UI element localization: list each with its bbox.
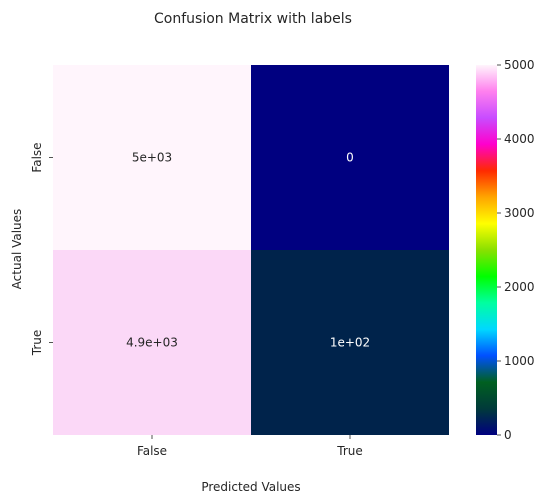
- colorbar-tick-label: 4000: [504, 132, 535, 146]
- x-axis-ticks: False True: [137, 435, 363, 458]
- heatmap-cell: [53, 250, 251, 435]
- y-tick-label: True: [30, 330, 44, 357]
- heatmap-cells: 5e+03 0 4.9e+03 1e+02: [53, 65, 449, 435]
- colorbar-tick-label: 5000: [504, 58, 535, 72]
- cell-annotation: 1e+02: [330, 336, 370, 350]
- x-axis-label: Predicted Values: [201, 480, 300, 494]
- cell-annotation: 5e+03: [132, 151, 172, 165]
- cell-annotation: 0: [346, 151, 354, 165]
- y-axis-ticks: False True: [30, 142, 53, 356]
- heatmap-cell: [53, 65, 251, 250]
- colorbar-tick-label: 3000: [504, 206, 535, 220]
- y-axis-label: Actual Values: [10, 209, 24, 290]
- y-tick-label: False: [30, 142, 44, 172]
- colorbar-tick-label: 1000: [504, 354, 535, 368]
- colorbar: [476, 65, 497, 435]
- x-tick-label: False: [137, 444, 167, 458]
- x-tick-label: True: [336, 444, 363, 458]
- heatmap-cell: [251, 250, 449, 435]
- heatmap-cell: [251, 65, 449, 250]
- colorbar-tick-label: 2000: [504, 280, 535, 294]
- colorbar-ticks: 0 1000 2000 3000 4000 5000: [497, 58, 535, 442]
- chart-title: Confusion Matrix with labels: [154, 11, 352, 27]
- colorbar-tick-label: 0: [504, 428, 512, 442]
- cell-annotation: 4.9e+03: [126, 336, 178, 350]
